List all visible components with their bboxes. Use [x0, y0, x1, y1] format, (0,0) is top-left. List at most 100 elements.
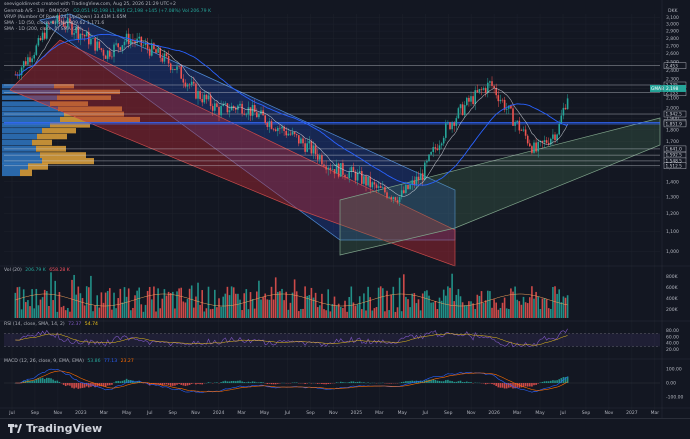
- volume-bar: [73, 275, 75, 318]
- time-axis-label: 2027: [626, 410, 638, 416]
- volume-bar: [239, 300, 241, 318]
- candle-body: [338, 164, 340, 177]
- volume-bar: [552, 287, 554, 318]
- candle-body: [23, 61, 25, 67]
- volume-bar: [258, 281, 260, 318]
- macd-hist-bar: [428, 380, 430, 383]
- macd-hist-bar: [241, 381, 243, 383]
- macd-hist-bar: [262, 382, 264, 383]
- candle-body: [449, 122, 451, 129]
- rsi-ma-value: 54.74: [85, 322, 98, 327]
- candle-body: [491, 81, 493, 86]
- volume-bar: [29, 306, 31, 318]
- candle-body: [460, 104, 462, 108]
- macd-hist-bar: [117, 381, 119, 383]
- volume-tick-label: 200K: [666, 307, 679, 313]
- price-axis[interactable]: 3,1003,0002,9002,8002,7002,6002,5002,400…: [650, 0, 686, 418]
- volume-bar: [88, 287, 90, 318]
- candle-body: [166, 53, 168, 56]
- candle-body: [92, 38, 94, 39]
- price-tick-label: 1,200: [666, 211, 679, 217]
- volume-bar: [472, 303, 474, 318]
- tradingview-logo[interactable]: TradingView: [8, 422, 102, 435]
- macd-tick-label: -100.00: [666, 395, 684, 401]
- macd-hist-bar: [52, 380, 54, 383]
- time-axis-label: Nov: [191, 410, 200, 416]
- volume-profile-down-bar: [28, 163, 48, 169]
- volume-bar: [493, 299, 495, 318]
- volume-bar: [17, 287, 19, 318]
- macd-hist-bar: [243, 382, 245, 383]
- candle-body: [390, 197, 392, 199]
- volume-bar: [15, 293, 17, 318]
- volume-bar: [94, 306, 96, 318]
- volume-profile-down-bar: [32, 140, 52, 146]
- volume-bar: [380, 286, 382, 318]
- candle-body: [567, 98, 569, 109]
- volume-bar: [229, 295, 231, 318]
- candle-body: [145, 43, 147, 45]
- macd-hist-bar: [191, 383, 193, 384]
- volume-bar: [359, 296, 361, 318]
- level-tag-label: 1,512.5: [666, 163, 683, 169]
- candle-body: [502, 100, 504, 101]
- volume-bar: [222, 297, 224, 318]
- price-tick-label: 2,700: [666, 43, 679, 49]
- rsi-panel-label[interactable]: RSI (14, close, SMA, 14, 2) 72.37 54.74: [4, 322, 98, 328]
- candle-body: [521, 130, 523, 131]
- candle-body: [558, 124, 560, 135]
- volume-bar: [149, 287, 151, 318]
- volume-bar: [332, 304, 334, 318]
- candle-body: [519, 121, 521, 131]
- candle-body: [275, 129, 277, 131]
- candle-body: [563, 108, 565, 116]
- macd-panel-label[interactable]: MACD (12, 26, close, 9, EMA, EMA) 53.86 …: [4, 359, 134, 365]
- macd-hist-bar: [115, 381, 117, 383]
- volume-bar: [306, 296, 308, 318]
- candle-body: [218, 107, 220, 115]
- candle-body: [437, 148, 439, 149]
- volume-bar: [388, 310, 390, 318]
- volume-bar: [288, 310, 290, 318]
- candle-body: [225, 103, 227, 104]
- volume-bar: [414, 293, 416, 318]
- volume-bar: [424, 291, 426, 318]
- candle-body: [151, 43, 153, 55]
- volume-bar: [386, 291, 388, 318]
- volume-bar: [250, 292, 252, 318]
- volume-panel-label[interactable]: Vol (20) 206.79 K 658.28 K: [4, 268, 70, 274]
- volume-bar: [243, 293, 245, 318]
- volume-bar: [462, 302, 464, 318]
- candle-body: [204, 95, 206, 103]
- macd-hist-bar: [464, 382, 466, 383]
- time-axis-label: 2024: [213, 410, 225, 416]
- volume-bar: [193, 308, 195, 318]
- volume-bar: [61, 307, 63, 318]
- macd-hist-bar: [531, 383, 533, 387]
- volume-bar: [348, 297, 350, 318]
- candle-body: [264, 115, 266, 123]
- macd-tick-label: 0.00: [666, 381, 676, 387]
- candle-body: [288, 134, 290, 136]
- candle-body: [170, 63, 172, 69]
- volume-bar: [294, 279, 296, 318]
- volume-bar: [466, 305, 468, 318]
- candle-body: [403, 190, 405, 193]
- volume-bar: [153, 286, 155, 318]
- candle-body: [178, 66, 180, 67]
- candle-body: [164, 53, 166, 61]
- price-tick-label: 3,000: [666, 22, 679, 28]
- volume-bar: [346, 312, 348, 318]
- volume-bar: [78, 287, 80, 318]
- macd-hist-bar: [178, 383, 180, 384]
- volume-bar: [334, 297, 336, 318]
- price-tick-label: 1,400: [666, 179, 679, 185]
- macd-hist-bar: [451, 381, 453, 383]
- symbol-title[interactable]: Genmab A/S · 1W · OMXCOP: [4, 9, 69, 14]
- macd-hist-bar: [180, 383, 182, 385]
- indicator-sma200[interactable]: SMA · 1D (200, close, 0) SMA (20): [4, 27, 82, 33]
- macd-hist-bar: [552, 380, 554, 383]
- macd-hist-bar: [44, 379, 46, 383]
